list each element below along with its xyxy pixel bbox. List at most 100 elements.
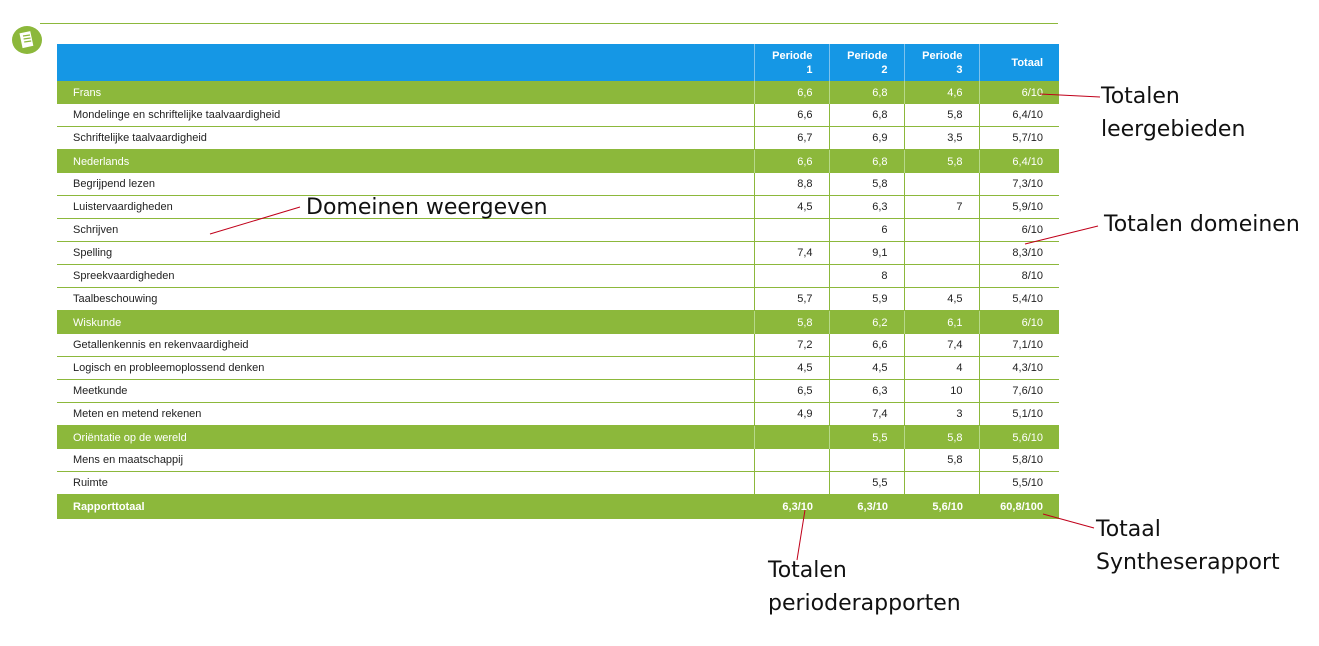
leader-line-syntheserapport — [1042, 513, 1095, 529]
periode-3-cell — [903, 241, 979, 265]
domain-row: Schrijven 6 6/10 — [57, 218, 1059, 242]
total-cell: 8/10 — [978, 264, 1059, 288]
total-cell: 6/10 — [978, 81, 1059, 104]
domain-row: Meetkunde 6,5 6,3 10 7,6/10 — [57, 379, 1059, 403]
total-cell: 5,9/10 — [978, 195, 1059, 219]
periode-3-cell: 4,6 — [903, 81, 979, 104]
periode-1-cell: 4,5 — [753, 195, 829, 219]
periode-2-cell: 9,1 — [828, 241, 904, 265]
domain-row: Mondelinge en schriftelijke taalvaardigh… — [57, 104, 1059, 127]
leader-line-leergebieden — [1039, 93, 1101, 98]
name-cell: Frans — [57, 81, 754, 104]
total-cell: 5,1/10 — [978, 402, 1059, 426]
periode-1-cell: 4,5 — [753, 356, 829, 380]
document-icon — [12, 26, 42, 54]
total-cell: 6/10 — [978, 218, 1059, 242]
total-cell: 6,4/10 — [978, 104, 1059, 127]
rapporttotaal-row: Rapporttotaal 6,3/10 6,3/10 5,6/10 60,8/… — [57, 494, 1059, 519]
periode-1-cell: 5,8 — [753, 310, 829, 334]
name-cell: Nederlands — [57, 149, 754, 173]
periode-3-cell — [903, 264, 979, 288]
periode-3-cell: 3 — [903, 402, 979, 426]
total-cell: 8,3/10 — [978, 241, 1059, 265]
periode-3-cell: 5,8 — [903, 449, 979, 472]
periode-2-cell: 6,3 — [828, 379, 904, 403]
periode-2-cell: 4,5 — [828, 356, 904, 380]
periode-2-cell — [828, 449, 904, 472]
rapporttotaal-p3: 5,6/10 — [904, 494, 979, 519]
periode-2-cell: 5,9 — [828, 287, 904, 311]
name-cell: Logisch en probleemoplossend denken — [57, 356, 754, 380]
periode-2-cell: 6,8 — [828, 81, 904, 104]
periode-1-cell — [753, 449, 829, 472]
header-periode-1: Periode 1 — [753, 44, 829, 81]
header-periode-3: Periode 3 — [903, 44, 979, 81]
domain-row: Luistervaardigheden 4,5 6,3 7 5,9/10 — [57, 195, 1059, 219]
periode-1-cell: 6,5 — [753, 379, 829, 403]
periode-2-cell: 6,2 — [828, 310, 904, 334]
total-cell: 5,7/10 — [978, 126, 1059, 150]
name-cell: Luistervaardigheden — [57, 195, 754, 219]
periode-3-cell — [903, 173, 979, 196]
periode-2-cell: 6,8 — [828, 104, 904, 127]
group-row: Nederlands 6,6 6,8 5,8 6,4/10 — [57, 149, 1059, 173]
periode-3-cell: 6,1 — [903, 310, 979, 334]
total-cell: 7,6/10 — [978, 379, 1059, 403]
periode-2-cell: 5,8 — [828, 173, 904, 196]
name-cell: Taalbeschouwing — [57, 287, 754, 311]
periode-3-cell: 5,8 — [903, 149, 979, 173]
annotation-totalen-leergebieden: Totalen leergebieden — [1101, 84, 1246, 142]
domain-row: Spelling 7,4 9,1 8,3/10 — [57, 241, 1059, 265]
periode-1-cell: 8,8 — [753, 173, 829, 196]
periode-2-cell: 6 — [828, 218, 904, 242]
periode-3-cell: 7 — [903, 195, 979, 219]
periode-3-cell: 10 — [903, 379, 979, 403]
total-cell: 5,4/10 — [978, 287, 1059, 311]
periode-1-cell: 6,6 — [753, 81, 829, 104]
name-cell: Getallenkennis en rekenvaardigheid — [57, 334, 754, 357]
group-row: Frans 6,6 6,8 4,6 6/10 — [57, 81, 1059, 104]
domain-row: Spreekvaardigheden 8 8/10 — [57, 264, 1059, 288]
total-cell: 7,1/10 — [978, 334, 1059, 357]
table-header-row: Periode 1 Periode 2 Periode 3 Totaal — [57, 44, 1059, 81]
periode-1-cell: 7,2 — [753, 334, 829, 357]
total-cell: 5,5/10 — [978, 471, 1059, 495]
header-totaal: Totaal — [978, 44, 1059, 81]
total-cell: 6/10 — [978, 310, 1059, 334]
annotation-totalen-domeinen: Totalen domeinen — [1104, 212, 1300, 237]
name-cell: Spelling — [57, 241, 754, 265]
annotation-totaal-syntheserapport: Totaal Syntheserapport — [1096, 517, 1280, 575]
periode-1-cell: 7,4 — [753, 241, 829, 265]
rapporttotaal-p2: 6,3/10 — [829, 494, 904, 519]
periode-2-cell: 5,5 — [828, 471, 904, 495]
total-cell: 5,6/10 — [978, 425, 1059, 449]
periode-1-cell — [753, 425, 829, 449]
header-name-cell — [57, 44, 754, 81]
domain-row: Meten en metend rekenen 4,9 7,4 3 5,1/10 — [57, 402, 1059, 426]
periode-1-cell: 5,7 — [753, 287, 829, 311]
domain-row: Taalbeschouwing 5,7 5,9 4,5 5,4/10 — [57, 287, 1059, 311]
group-row: Wiskunde 5,8 6,2 6,1 6/10 — [57, 310, 1059, 334]
leader-line-domeinen — [209, 206, 301, 235]
periode-1-cell: 6,6 — [753, 104, 829, 127]
periode-3-cell: 5,8 — [903, 104, 979, 127]
domain-row: Mens en maatschappij 5,8 5,8/10 — [57, 449, 1059, 472]
name-cell: Spreekvaardigheden — [57, 264, 754, 288]
periode-1-cell: 4,9 — [753, 402, 829, 426]
total-cell: 4,3/10 — [978, 356, 1059, 380]
periode-2-cell: 8 — [828, 264, 904, 288]
name-cell: Schrijven — [57, 218, 754, 242]
periode-3-cell: 3,5 — [903, 126, 979, 150]
periode-1-cell: 6,7 — [753, 126, 829, 150]
periode-2-cell: 5,5 — [828, 425, 904, 449]
periode-2-cell: 6,9 — [828, 126, 904, 150]
domain-row: Begrijpend lezen 8,8 5,8 7,3/10 — [57, 173, 1059, 196]
top-divider — [40, 23, 1058, 24]
name-cell: Meetkunde — [57, 379, 754, 403]
annotation-domeinen-weergeven: Domeinen weergeven — [306, 195, 548, 220]
name-cell: Ruimte — [57, 471, 754, 495]
periode-3-cell: 5,8 — [903, 425, 979, 449]
periode-3-cell: 4 — [903, 356, 979, 380]
periode-3-cell: 4,5 — [903, 287, 979, 311]
domain-row: Ruimte 5,5 5,5/10 — [57, 471, 1059, 495]
